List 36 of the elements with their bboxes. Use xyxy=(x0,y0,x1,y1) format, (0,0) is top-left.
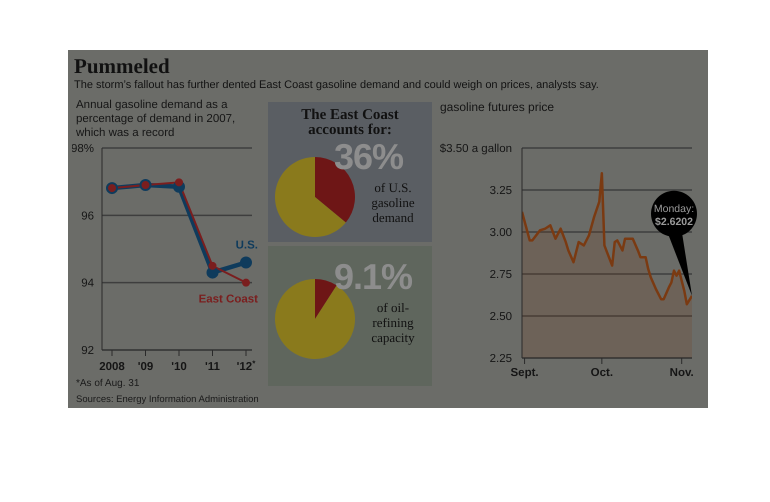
source-note: Sources: Energy Information Administration xyxy=(76,394,259,405)
data-label: 9.1% xyxy=(334,256,412,298)
point xyxy=(242,278,250,287)
text: *As of Aug. 31 xyxy=(76,378,140,389)
y-tick-label: 3.00 xyxy=(490,227,512,239)
slice-label: of U.S. gasoline demand xyxy=(370,180,416,225)
annotation: Monday: $2.6202 xyxy=(654,202,694,228)
series-label: U.S. xyxy=(236,239,258,252)
y-tick-label: 94 xyxy=(81,278,95,290)
y-tick-label: 2.50 xyxy=(490,311,512,323)
y-tick-label: 92 xyxy=(81,345,94,358)
x-tick-label: Sept. xyxy=(510,367,539,379)
x-tick-label: '12$^{*}$ xyxy=(236,358,256,373)
x-tick-label: '09 xyxy=(138,361,154,373)
text: The storm’s fallout has further dented East Coast gasoline demand and could weigh on prices, analysts say. xyxy=(74,79,599,91)
data-label: 36% xyxy=(334,136,404,178)
point xyxy=(208,262,216,270)
y-tick-label: 3.25 xyxy=(490,185,512,197)
x-tick-label: '11 xyxy=(205,361,221,373)
point xyxy=(175,178,183,186)
series-label: East Coast xyxy=(198,294,258,306)
point xyxy=(240,256,252,268)
chart-title: The East Coast accounts for: xyxy=(300,107,400,138)
y-tick-label: 2.75 xyxy=(490,269,512,281)
y-tick-label: $3.50 a gallon xyxy=(440,143,512,155)
pie-slice xyxy=(315,279,337,319)
slice-label: of oil-refining capacity xyxy=(370,300,416,345)
x-tick-label: 2008 xyxy=(99,361,126,373)
y-axis-title: Annual gasoline demand as a percentage of demand in 2007, which was a record xyxy=(76,98,236,140)
x-tick-label: Nov. xyxy=(670,367,694,379)
y-tick-label: 96 xyxy=(81,210,94,222)
x-tick-label: Oct. xyxy=(590,367,614,379)
y-tick-label: 2.25 xyxy=(490,353,512,365)
x-tick-label: '10 xyxy=(171,361,187,373)
chart-title: gasoline futures price xyxy=(440,100,554,114)
chart-title: Pummeled xyxy=(74,54,170,79)
